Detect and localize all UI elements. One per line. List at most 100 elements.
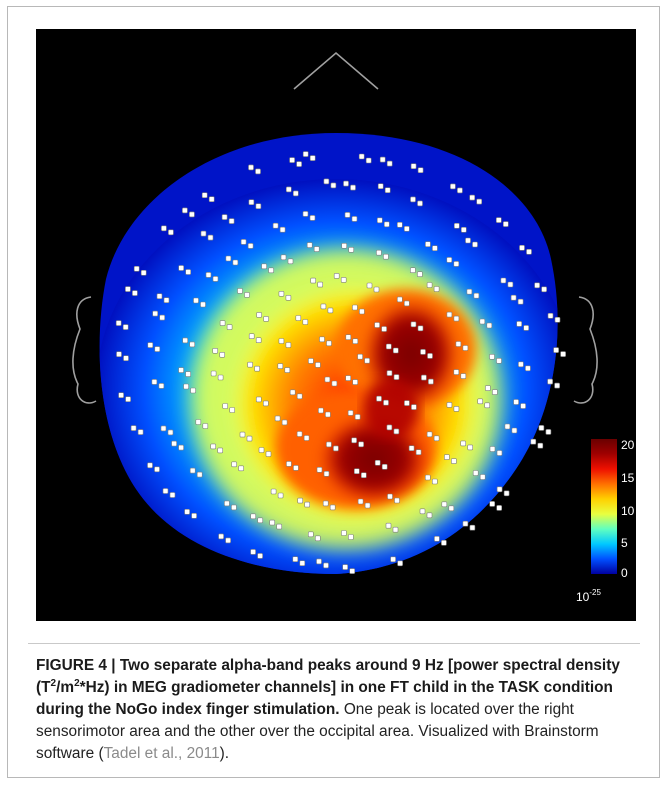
sensor-marker [159,314,165,321]
sensor-marker [265,451,272,457]
sensor-marker [404,400,410,406]
sensor-marker [457,187,463,194]
sensor-marker [351,216,358,222]
sensor-marker [420,349,426,355]
sensor-marker [504,423,511,430]
sensor-marker [258,447,265,453]
colorbar-tick-0: 0 [621,566,628,580]
sensor-marker [560,351,566,357]
sensor-marker [364,502,371,509]
sensor-marker [324,376,331,383]
sensor-marker [269,519,275,526]
sensor-marker [193,297,199,304]
sensor-marker [511,427,518,434]
sensor-marker [432,245,438,251]
sensor-marker [263,400,269,407]
sensor-marker [433,286,440,292]
sensor-marker [232,259,239,266]
sensor-marker [360,472,367,479]
citation-link[interactable]: Tadel et al., 2011 [103,745,220,762]
sensor-marker [278,290,285,297]
figure-caption: FIGURE 4 | Two separate alpha-band peaks… [36,657,620,762]
sensor-marker [210,370,217,377]
sensor-marker [554,316,561,323]
power-density-map [99,133,558,574]
sensor-marker [383,253,389,260]
sensor-marker [386,370,393,376]
sensor-marker [151,379,158,385]
sensor-marker [182,207,188,214]
sensor-marker [410,196,416,203]
sensor-marker [492,389,498,395]
sensor-marker [255,337,262,344]
sensor-marker [376,217,383,224]
sensor-marker [278,338,285,344]
sensor-marker [261,263,267,270]
sensor-marker [374,459,381,466]
sensor-marker [200,301,206,308]
sensor-marker [427,353,433,359]
sensor-marker [160,425,167,432]
sensor-marker [417,167,424,173]
sensor-marker [503,490,510,497]
sensor-marker [313,246,320,252]
sensor-marker [178,265,184,271]
sensor-marker [218,533,224,540]
sensor-marker [225,255,232,262]
sensor-marker [353,468,360,475]
sensor-marker [302,151,309,157]
sensor-marker [428,378,434,385]
sensor-marker [221,214,228,220]
sensor-marker [316,558,322,565]
sensor-marker [292,556,299,563]
sensor-marker [472,241,478,248]
sensor-marker [392,526,399,533]
sensor-marker [183,383,189,390]
sensor-marker [446,402,453,408]
sensor-marker [329,504,336,511]
sensor-marker [200,230,207,237]
sensor-marker [373,286,380,293]
sensor-marker [123,355,129,362]
sensor-marker [322,500,329,507]
sensor-marker [326,340,332,347]
sensor-marker [296,431,303,437]
sensor-marker [469,194,476,201]
sensor-marker [163,297,170,304]
sensor-marker [190,387,196,394]
sensor-marker [374,322,380,328]
sensor-marker [169,492,176,498]
sensor-marker [381,326,387,332]
sensor-marker [377,183,384,189]
sensor-marker [396,222,403,228]
sensor-marker [348,534,354,540]
sensor-marker [161,225,167,232]
sensor-marker [431,478,438,485]
sensor-marker [513,399,519,405]
sensor-marker [263,316,269,322]
sensor-marker [248,199,255,205]
sensor-marker [489,353,495,360]
sensor-marker [411,404,417,410]
meg-topography-plot: 20 15 10 5 0 10-25 [72,51,635,604]
sensor-marker [424,474,431,481]
sensor-marker [352,379,359,385]
sensor-marker [383,221,390,228]
sensor-marker [171,440,177,447]
sensor-marker [303,435,310,441]
sensor-marker [479,318,486,325]
sensor-marker [318,407,324,414]
sensor-marker [383,399,389,406]
sensor-marker [140,270,147,276]
sensor-marker [279,226,286,233]
sensor-marker [316,466,323,473]
caption-body: One peak is located over the right senso… [36,701,599,762]
sensor-marker [286,186,292,193]
sensor-marker [333,273,340,279]
sensor-marker [286,461,292,467]
sensor-marker [547,378,553,385]
sensor-marker [473,292,480,299]
sensor-marker [255,168,261,175]
sensor-marker [196,471,203,478]
sensor-marker [347,410,354,416]
